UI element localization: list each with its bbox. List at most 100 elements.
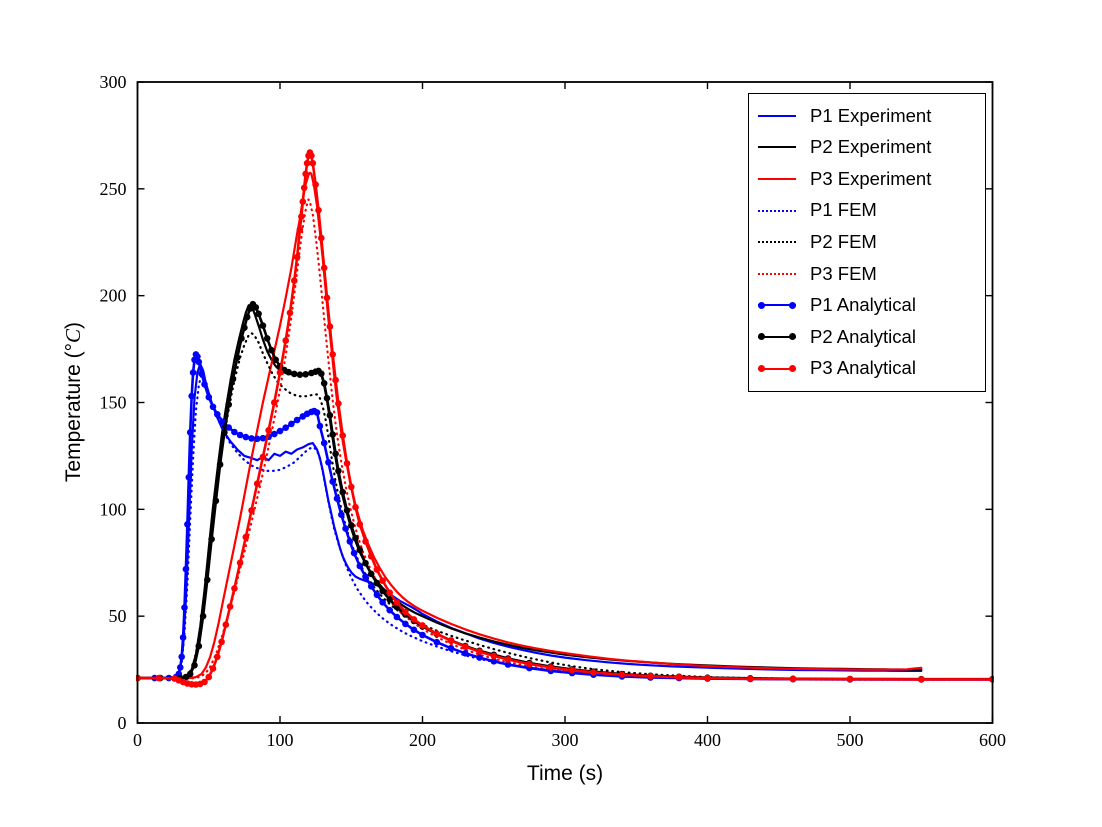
- legend-label: P2 Experiment: [810, 136, 932, 158]
- marker-dot: [526, 660, 533, 668]
- marker-dot: [303, 159, 311, 167]
- marker-dot: [253, 435, 261, 443]
- marker-dot: [212, 497, 220, 505]
- marker-dot: [462, 643, 469, 650]
- legend-sample-dotted: [758, 237, 796, 247]
- marker-dot: [184, 521, 191, 528]
- legend: P1 Experiment P2 Experiment P3 Experiment P…: [748, 93, 986, 392]
- marker-dot: [216, 461, 224, 468]
- marker-dot: [201, 381, 208, 388]
- marker-dot: [309, 159, 317, 167]
- marker-dot: [302, 170, 309, 178]
- legend-sample-solid: [758, 142, 796, 152]
- marker-dot: [271, 399, 278, 406]
- legend-marker-dot: [758, 301, 765, 309]
- marker-dot: [433, 630, 441, 637]
- marker-dot: [504, 656, 512, 663]
- series-p3-fem: [136, 198, 994, 681]
- marker-dot: [272, 356, 280, 364]
- x-tick-label: 100: [267, 730, 294, 750]
- marker-dot: [386, 589, 394, 596]
- marker-dot: [242, 433, 250, 441]
- x-tick-label: 500: [837, 730, 864, 750]
- marker-dot: [419, 631, 426, 639]
- axes-group: 0 100 200 300 400 500 600 0 50 100 150 200 250 300: [100, 72, 1007, 750]
- marker-dot: [208, 535, 215, 543]
- marker-dot: [236, 431, 244, 439]
- marker-dot: [199, 612, 207, 620]
- marker-dot: [198, 370, 205, 378]
- marker-dot: [704, 674, 711, 682]
- marker-dot: [338, 511, 345, 518]
- legend-sample-solid: [758, 174, 796, 184]
- legend-item-p2-analytical: P2 Analytical: [758, 321, 981, 353]
- marker-dot: [201, 678, 208, 686]
- y-tick-label: 150: [100, 393, 127, 413]
- legend-sample-solid: [758, 111, 796, 121]
- marker-dot: [255, 310, 262, 318]
- marker-dot: [386, 596, 394, 603]
- x-tick-label: 200: [409, 730, 436, 750]
- marker-dot: [373, 591, 381, 599]
- marker-dot: [276, 427, 284, 435]
- marker-dot: [298, 213, 305, 220]
- y-axis-label: Temperature (°C): [61, 322, 85, 482]
- marker-dot: [490, 652, 498, 660]
- marker-dot: [476, 648, 483, 655]
- marker-dot: [402, 608, 409, 616]
- marker-dot: [221, 429, 228, 436]
- y-tick-label: 300: [100, 72, 127, 92]
- legend-sample-dotted: [758, 206, 796, 216]
- legend-label: P1 Experiment: [810, 104, 932, 126]
- marker-dot: [238, 335, 245, 342]
- legend-sample-marker: [758, 364, 796, 374]
- legend-marker-dot: [789, 333, 796, 341]
- marker-dot: [393, 599, 401, 606]
- marker-dot: [243, 313, 251, 321]
- marker-dot: [352, 503, 359, 511]
- marker-dot: [490, 658, 498, 665]
- marker-dot: [299, 198, 307, 205]
- marker-dot: [747, 675, 754, 683]
- marker-dot: [362, 538, 369, 545]
- marker-dot: [320, 439, 328, 447]
- legend-label: P2 Analytical: [810, 325, 916, 347]
- legend-label: P1 FEM: [810, 199, 877, 221]
- marker-dot: [373, 579, 381, 587]
- x-tick-label: 300: [552, 730, 579, 750]
- marker-dot: [308, 152, 315, 159]
- marker-dot: [326, 412, 334, 419]
- legend-marker-dot: [789, 365, 796, 373]
- marker-dot: [367, 553, 375, 560]
- marker-dot: [348, 483, 355, 491]
- x-tick-label: 400: [694, 730, 721, 750]
- marker-dot: [226, 603, 234, 610]
- marker-dot: [386, 606, 394, 614]
- marker-dot: [253, 480, 261, 488]
- marker-dot: [259, 434, 267, 442]
- marker-dot: [343, 507, 351, 514]
- marker-dot: [276, 369, 284, 376]
- marker-dot: [218, 638, 225, 646]
- marker-dot: [209, 403, 217, 411]
- marker-dot: [186, 429, 194, 436]
- marker-dot: [447, 644, 455, 652]
- legend-item-p2-fem: P2 FEM: [758, 226, 981, 258]
- y-tick-label: 200: [100, 286, 127, 306]
- marker-dot: [618, 671, 626, 678]
- marker-dot: [204, 576, 211, 584]
- legend-marker-dot: [789, 301, 796, 309]
- marker-dot: [248, 507, 255, 514]
- marker-dot: [214, 653, 221, 661]
- legend-sample-marker: [758, 300, 796, 310]
- marker-dot: [188, 392, 195, 400]
- x-tick-label: 0: [133, 730, 142, 750]
- marker-dot: [367, 583, 375, 590]
- marker-dot: [296, 226, 304, 233]
- marker-dot: [329, 478, 337, 485]
- marker-dot: [177, 664, 184, 671]
- y-tick-label: 50: [109, 606, 127, 626]
- marker-dot: [155, 674, 163, 682]
